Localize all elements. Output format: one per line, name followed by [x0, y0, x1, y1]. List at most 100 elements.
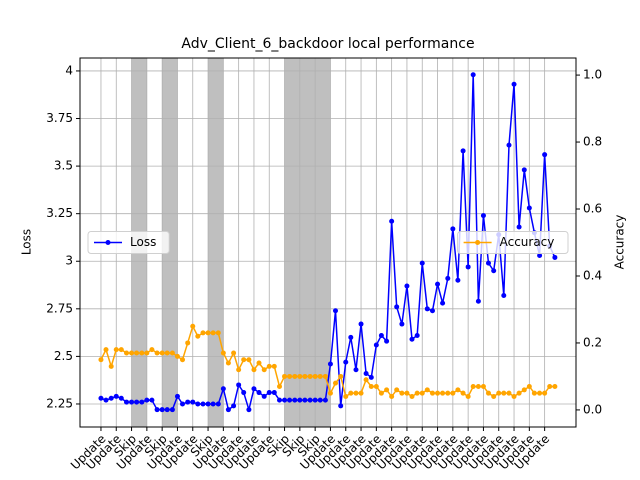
point	[338, 403, 344, 409]
point	[266, 363, 272, 369]
point	[205, 330, 211, 336]
point	[521, 167, 527, 173]
point	[501, 292, 507, 298]
point	[180, 357, 186, 363]
point	[409, 394, 415, 400]
legend-label: Loss	[130, 235, 156, 249]
point	[419, 390, 425, 396]
point	[108, 395, 114, 401]
y2-tick-label: 0.6	[583, 202, 602, 216]
point	[134, 399, 140, 405]
point	[287, 373, 293, 379]
point	[241, 357, 247, 363]
point	[373, 342, 379, 348]
point	[266, 390, 272, 396]
point	[307, 373, 313, 379]
point	[159, 407, 165, 413]
point	[404, 390, 410, 396]
point	[496, 390, 502, 396]
point	[475, 383, 481, 389]
point	[220, 386, 226, 392]
point	[256, 360, 262, 366]
point	[312, 373, 318, 379]
point	[414, 390, 420, 396]
point	[251, 386, 257, 392]
legend-label: Accuracy	[500, 235, 555, 249]
point	[455, 277, 461, 283]
point	[256, 390, 262, 396]
point	[139, 399, 145, 405]
point	[327, 390, 333, 396]
point	[312, 397, 318, 403]
point	[180, 401, 186, 407]
point	[460, 390, 466, 396]
point	[231, 350, 237, 356]
point	[526, 205, 532, 211]
y2-axis-label: Accuracy	[613, 215, 627, 270]
point	[389, 394, 395, 400]
point	[414, 332, 420, 338]
y2-tick-label: 0.2	[583, 335, 602, 349]
point	[506, 390, 512, 396]
point	[277, 397, 283, 403]
point	[129, 350, 135, 356]
y-axis-label: Loss	[20, 229, 34, 255]
point	[103, 397, 109, 403]
point	[537, 390, 543, 396]
point	[450, 390, 456, 396]
point	[506, 142, 512, 148]
point	[470, 383, 476, 389]
point	[210, 330, 216, 336]
point	[251, 367, 257, 373]
point	[389, 218, 395, 224]
y-tick-label: 3.5	[54, 159, 73, 173]
point	[419, 260, 425, 266]
point	[327, 361, 333, 367]
shaded-span	[162, 58, 178, 427]
point	[185, 399, 191, 405]
point	[210, 401, 216, 407]
point	[404, 283, 410, 289]
point	[542, 152, 548, 158]
point	[399, 321, 405, 327]
point	[144, 397, 150, 403]
point	[424, 387, 430, 393]
point	[440, 390, 446, 396]
point	[516, 390, 522, 396]
point	[511, 81, 517, 87]
point	[215, 330, 221, 336]
point	[429, 308, 435, 314]
point	[236, 382, 242, 388]
point	[460, 148, 466, 154]
point	[139, 350, 145, 356]
point	[552, 383, 558, 389]
legend-marker	[475, 240, 481, 245]
point	[450, 226, 456, 232]
point	[353, 367, 359, 373]
point	[261, 393, 267, 399]
point	[470, 72, 476, 78]
point	[277, 383, 283, 389]
point	[363, 377, 369, 383]
point	[164, 407, 170, 413]
point	[271, 363, 277, 369]
y-tick-label: 2.75	[46, 301, 73, 315]
point	[526, 383, 532, 389]
point	[511, 394, 517, 400]
point	[373, 383, 379, 389]
shaded-span	[208, 58, 224, 427]
point	[409, 336, 415, 342]
point	[332, 380, 338, 386]
point	[200, 330, 206, 336]
point	[435, 281, 441, 287]
point	[271, 390, 277, 396]
point	[149, 347, 155, 353]
point	[302, 373, 308, 379]
point	[353, 390, 359, 396]
point	[394, 387, 400, 393]
point	[200, 401, 206, 407]
point	[205, 401, 211, 407]
point	[124, 399, 130, 405]
point	[378, 390, 384, 396]
